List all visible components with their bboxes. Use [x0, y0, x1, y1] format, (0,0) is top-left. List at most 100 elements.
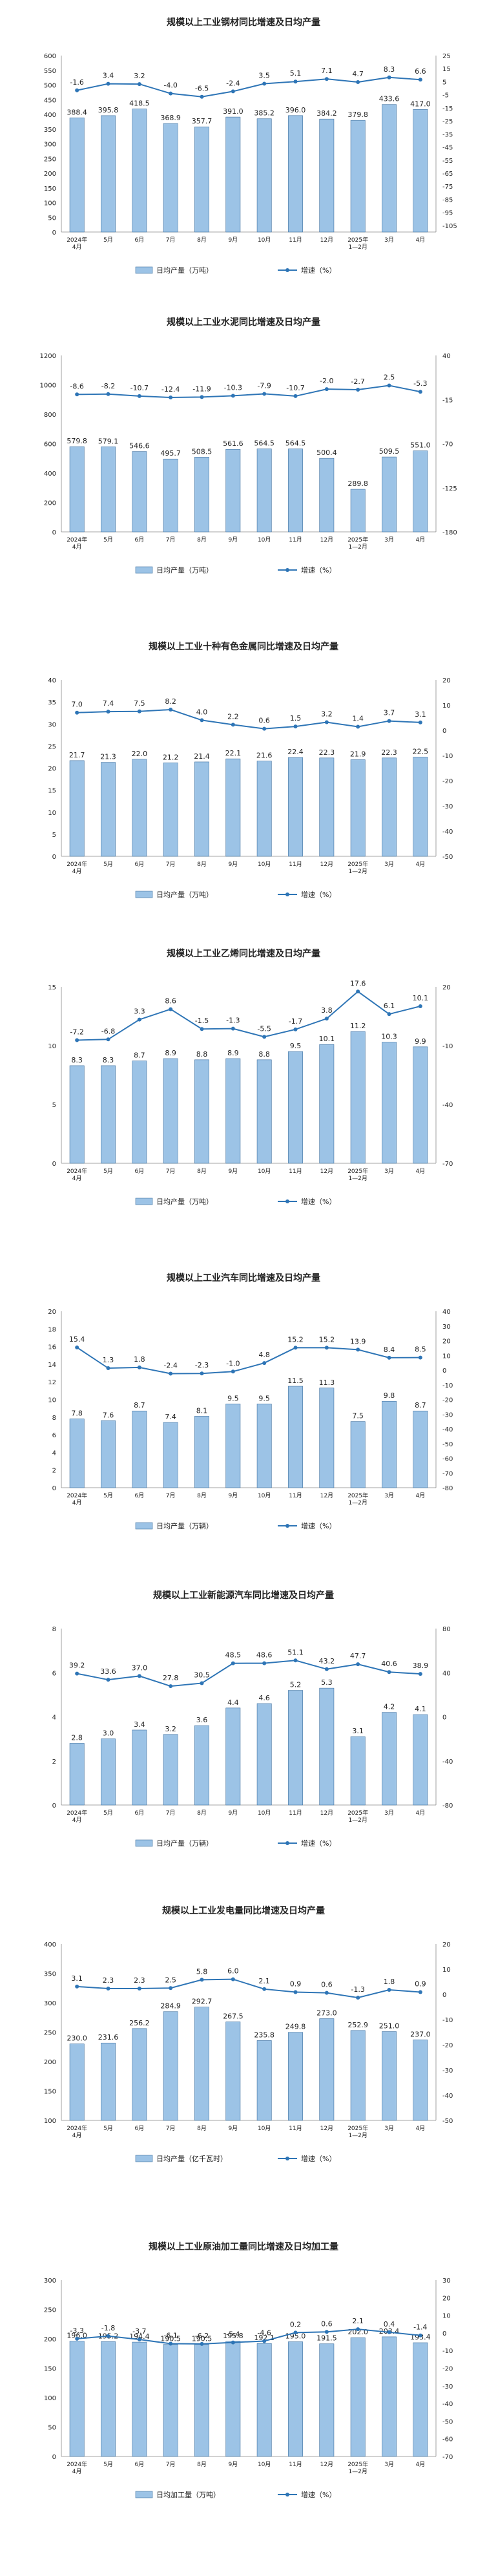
y-right-tick-label: -80 — [442, 1802, 453, 1810]
bar — [69, 1743, 85, 1806]
growth-point — [356, 1996, 360, 2000]
growth-value-label: -1.6 — [70, 78, 83, 87]
bar-value-label: 564.5 — [254, 439, 275, 448]
bar-value-label: 4.6 — [258, 1694, 270, 1702]
x-tick-label: 5月 — [103, 2461, 113, 2468]
bar-value-label: 21.7 — [69, 751, 85, 759]
growth-value-label: 1.8 — [384, 1978, 395, 1986]
growth-point — [324, 387, 329, 392]
y-right-tick-label: 0 — [442, 1715, 446, 1722]
bar — [225, 758, 241, 857]
growth-value-label: 4.7 — [352, 70, 364, 78]
y-left-tick-label: 250 — [44, 2030, 56, 2037]
x-tick-label: 2024年 4月 — [67, 2124, 87, 2139]
bar — [319, 118, 335, 233]
growth-value-label: 4.0 — [196, 708, 208, 716]
growth-value-label: 51.1 — [287, 1648, 304, 1656]
y-right-tick-label: -70 — [442, 1470, 453, 1477]
bar-value-label: 21.4 — [194, 752, 210, 761]
growth-line — [76, 1660, 420, 1687]
bar — [319, 1044, 335, 1164]
bar — [319, 1687, 335, 1806]
y-left-tick-label: 0 — [52, 1161, 56, 1168]
growth-point — [262, 726, 267, 731]
bar-value-label: 251.0 — [379, 2022, 400, 2031]
legend-bar-label: 日均产量（万吨） — [156, 890, 213, 899]
y-right-tick-label: -10 — [442, 1043, 453, 1050]
bar-value-label: 7.6 — [103, 1411, 114, 1419]
bar-value-label: 579.8 — [67, 437, 87, 445]
legend-line-marker — [285, 1841, 289, 1845]
growth-point — [200, 718, 204, 723]
bar-value-label: 235.8 — [254, 2031, 275, 2039]
bar-value-label: 551.0 — [410, 441, 431, 450]
legend-bar-swatch — [135, 1198, 153, 1205]
y-right-tick-label: 0 — [442, 1367, 446, 1375]
growth-point — [200, 1681, 204, 1685]
y-right-tick-label: -180 — [442, 529, 457, 536]
growth-value-label: 1.4 — [352, 715, 364, 723]
bar-value-label: 509.5 — [379, 447, 400, 456]
growth-point — [293, 1027, 298, 1031]
growth-value-label: -4.6 — [257, 2328, 271, 2337]
bar-value-label: 391.0 — [223, 107, 244, 116]
bar — [101, 2341, 116, 2457]
growth-point — [169, 708, 173, 712]
growth-line — [77, 2328, 420, 2345]
growth-point — [200, 1371, 204, 1376]
y-right-tick-label: -40 — [442, 829, 453, 836]
bar — [288, 449, 303, 533]
growth-point — [387, 2330, 391, 2334]
x-tick-label: 6月 — [134, 2461, 144, 2468]
growth-point — [324, 1667, 329, 1671]
growth-point — [169, 2341, 173, 2346]
x-tick-label: 8月 — [197, 536, 207, 544]
legend-bar-swatch — [135, 266, 153, 274]
x-tick-label: 9月 — [228, 237, 238, 244]
bar-value-label: 21.2 — [163, 753, 179, 761]
legend-line-marker — [285, 1199, 289, 1203]
y-right-tick-label: -15 — [442, 105, 453, 112]
growth-point — [356, 724, 360, 729]
growth-value-label: 3.1 — [71, 1974, 83, 1983]
bar-value-label: 22.3 — [381, 748, 397, 757]
y-right-tick-label: -50 — [442, 854, 453, 861]
growth-value-label: -2.0 — [320, 377, 333, 385]
bar-value-label: 9.5 — [227, 1394, 239, 1402]
growth-value-label: 7.0 — [71, 701, 83, 709]
x-tick-label: 5月 — [103, 536, 113, 544]
bar — [163, 1734, 178, 1806]
y-left-tick-label: 100 — [44, 2118, 56, 2125]
y-left-tick-label: 350 — [44, 1971, 56, 1978]
x-tick-label: 3月 — [384, 861, 394, 868]
y-right-tick-label: 5 — [442, 79, 446, 86]
growth-point — [387, 383, 391, 388]
bar-value-label: 191.5 — [316, 2334, 337, 2343]
bar-value-label: 508.5 — [192, 447, 212, 456]
bar — [382, 1042, 397, 1164]
bar — [69, 2341, 85, 2457]
growth-point — [106, 1987, 110, 1991]
bar — [256, 761, 272, 857]
growth-value-label: 43.2 — [319, 1657, 335, 1665]
y-right-tick-label: 10 — [442, 1967, 451, 1974]
y-left-tick-label: 150 — [44, 2366, 56, 2373]
legend-line-label: 增速（%） — [301, 266, 336, 275]
bar — [413, 757, 428, 857]
bar-value-label: 2.8 — [71, 1733, 83, 1742]
y-right-tick-label: -125 — [442, 485, 457, 492]
y-right-tick-label: 80 — [442, 1626, 451, 1633]
bar — [163, 2011, 178, 2121]
growth-point — [75, 2336, 79, 2341]
bar-value-label: 9.9 — [415, 1037, 426, 1046]
y-left-tick-label: 250 — [44, 156, 56, 163]
bar — [413, 1410, 428, 1488]
y-left-tick-label: 400 — [44, 112, 56, 119]
bar — [101, 762, 116, 857]
bar-value-label: 5.3 — [321, 1678, 333, 1687]
bar — [288, 2341, 303, 2457]
bar-value-label: 5.2 — [290, 1681, 302, 1689]
growth-value-label: 33.6 — [100, 1667, 116, 1676]
bar — [69, 2043, 85, 2121]
